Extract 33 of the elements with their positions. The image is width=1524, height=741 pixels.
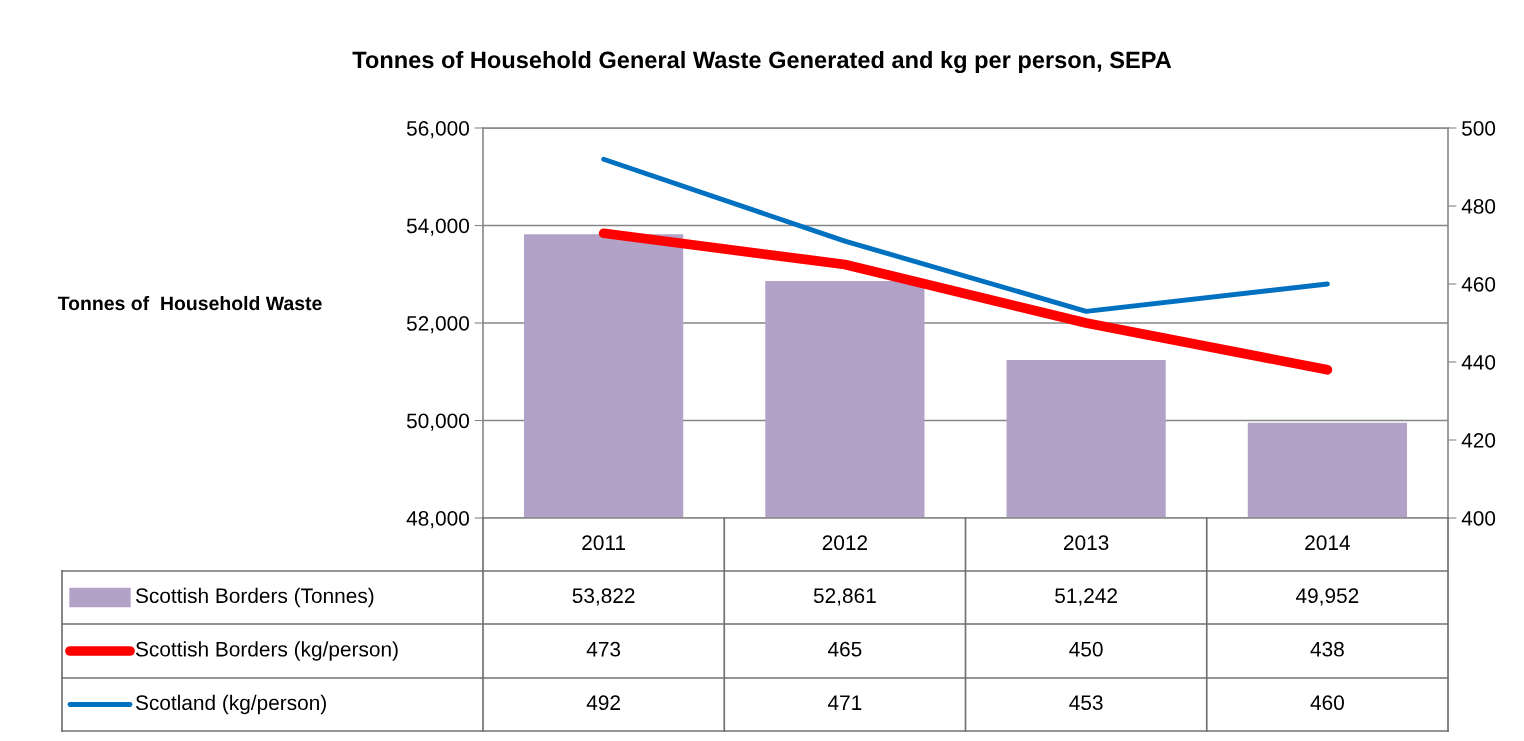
y-tick-label: 50,000 xyxy=(406,413,469,431)
x-tick-label: 2013 xyxy=(1064,535,1109,551)
data-label: 473 xyxy=(586,641,621,657)
y-tick-label: 52,000 xyxy=(406,316,469,334)
line-series xyxy=(601,156,1330,314)
data-label: 51,242 xyxy=(1055,588,1117,606)
data-label: 453 xyxy=(1069,695,1103,711)
y-tick-label: 48,000 xyxy=(406,511,469,529)
data-label: 53,822 xyxy=(572,588,635,606)
data-label: 49,952 xyxy=(1296,588,1359,606)
x-tick-label: 2011 xyxy=(582,535,626,551)
y-tick-label: 56,000 xyxy=(406,121,469,139)
legend-label: Scottish Borders (kg/person) xyxy=(135,641,398,661)
legend-label: Scotland (kg/person) xyxy=(135,694,326,715)
y2-tick-label: 480 xyxy=(1461,199,1496,214)
y2-tick-label: 400 xyxy=(1461,511,1496,526)
legend-label: Scottish Borders (Tonnes) xyxy=(135,587,374,608)
data-label: 492 xyxy=(586,695,620,711)
data-label: 450 xyxy=(1069,641,1103,657)
data-label: 460 xyxy=(1310,695,1344,711)
y2-tick-label: 500 xyxy=(1462,121,1496,136)
y2-tick-label: 420 xyxy=(1461,433,1496,448)
y-tick-label: 54,000 xyxy=(406,218,469,236)
data-label: 465 xyxy=(827,641,862,657)
data-label: 52,861 xyxy=(813,588,876,606)
data-label: 471 xyxy=(827,695,862,710)
chart-title: Tonnes of Household General Waste Generated and kg per person, SEPA xyxy=(352,50,1172,74)
y2-tick-label: 460 xyxy=(1461,277,1496,292)
y2-tick-label: 440 xyxy=(1461,355,1496,370)
x-tick-label: 2014 xyxy=(1305,535,1350,551)
x-tick-label: 2012 xyxy=(822,535,867,551)
data-label: 438 xyxy=(1310,641,1344,657)
y-axis-title: Tonnes of Household Waste xyxy=(57,295,322,311)
